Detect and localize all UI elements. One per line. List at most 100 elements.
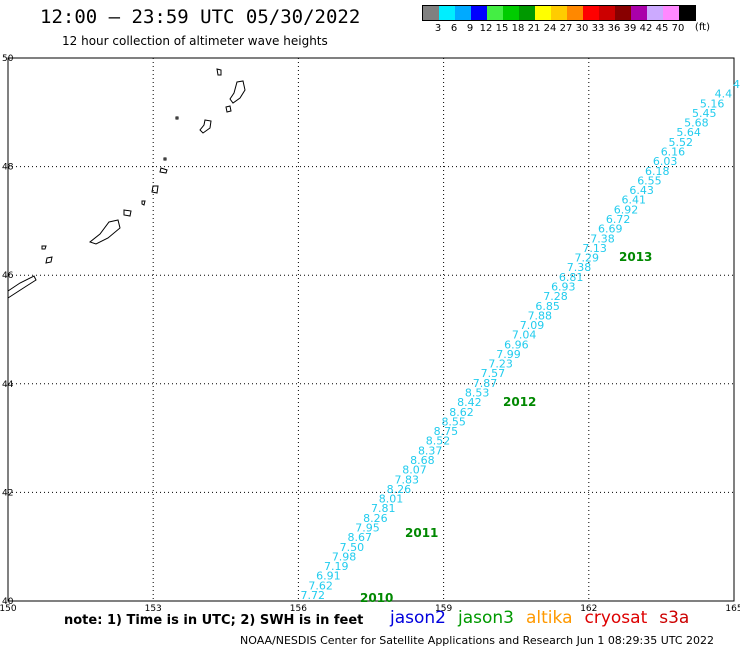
wave-height-value: 8.26 [387, 483, 412, 496]
legend-swatch [439, 6, 455, 20]
legend-labels: 3 6 9 12 15 18 21 24 27 30 33 36 39 42 45 70 [422, 23, 696, 34]
wave-height-value: 6.85 [535, 300, 560, 313]
legend-label: 3 [434, 23, 442, 34]
wave-height-value: 8.75 [434, 425, 459, 438]
lat-label: 48 [2, 163, 14, 173]
lon-label: 165 [725, 604, 740, 614]
wave-height-value: 4.4 [715, 88, 733, 101]
wave-height-value: 7.83 [394, 473, 419, 486]
lon-label: 153 [145, 604, 162, 614]
wave-height-value: 7.38 [567, 261, 592, 274]
wave-height-value: 6.55 [637, 174, 662, 187]
wave-height-value: 8.62 [449, 406, 474, 419]
wave-height-value: 8.01 [379, 493, 404, 506]
legend-swatch [519, 6, 535, 20]
wave-height-value: 7.98 [332, 550, 357, 563]
wave-height-value: 7.38 [590, 232, 615, 245]
legend-swatch [503, 6, 519, 20]
legend-swatches [422, 5, 696, 21]
page-title: 12:00 — 23:59 UTC 05/30/2022 [40, 6, 361, 28]
wave-height-value: 7.09 [520, 319, 545, 332]
track-values: 7.727.626.917.197.987.508.677.958.267.81… [301, 78, 740, 602]
wave-height-value: 8.37 [418, 444, 443, 457]
legend-label: 70 [671, 23, 685, 34]
legend-swatch [551, 6, 567, 20]
legend-swatch [423, 6, 439, 20]
legend-swatch [583, 6, 599, 20]
legend-label: 6 [450, 23, 458, 34]
wave-height-value: 5.16 [700, 97, 725, 110]
wave-height-value: 5.64 [676, 126, 701, 139]
wave-height-value: 8.52 [426, 435, 451, 448]
wave-height-value: 7.04 [512, 329, 537, 342]
page-subtitle: 12 hour collection of altimeter wave hei… [62, 34, 328, 48]
wave-height-value: 7.28 [543, 290, 568, 303]
wave-height-value: 5.45 [692, 107, 717, 120]
wave-height-value: 8.67 [347, 531, 372, 544]
wave-height-value: 6.69 [598, 223, 623, 236]
wave-height-value: 6.41 [622, 194, 647, 207]
legend-label: 24 [543, 23, 557, 34]
lon-label: 156 [290, 604, 307, 614]
time-label: 2011 [405, 526, 438, 540]
wave-height-value: 7.50 [340, 541, 365, 554]
wave-height-value: 8.26 [363, 512, 388, 525]
legend-label: 39 [623, 23, 637, 34]
legend-label: 21 [527, 23, 541, 34]
wave-height-value: 6.96 [504, 338, 529, 351]
wave-height-value: 6.18 [645, 165, 670, 178]
wave-height-value: 7.87 [473, 377, 498, 390]
time-label: 2013 [619, 250, 652, 264]
coastline [7, 57, 270, 299]
mission-legend: jason2 jason3 altika cryosat s3a [390, 608, 701, 628]
legend-label: 12 [479, 23, 493, 34]
wave-height-value: 8.68 [410, 454, 435, 467]
map-frame [7, 57, 735, 602]
legend-label: 42 [639, 23, 653, 34]
mission-jason3: jason3 [458, 608, 514, 628]
wave-height-value: 4 [733, 78, 740, 91]
lat-label: 42 [2, 488, 13, 498]
wave-height-value: 7.23 [488, 358, 513, 371]
lat-label: 44 [2, 380, 14, 390]
wave-height-value: 5.68 [684, 117, 709, 130]
legend-label: 30 [575, 23, 589, 34]
mission-s3a: s3a [659, 608, 690, 628]
wave-height-value: 6.72 [606, 213, 631, 226]
time-label: 2012 [503, 395, 536, 409]
wave-height-value: 7.13 [582, 242, 607, 255]
legend-label: 45 [655, 23, 669, 34]
legend-swatch [567, 6, 583, 20]
mission-jason2: jason2 [390, 608, 446, 628]
legend-swatch [679, 6, 695, 20]
axis-labels: 150 153 156 159 162 165 50 48 46 44 42 40 [0, 54, 740, 614]
wave-height-value: 8.42 [457, 396, 482, 409]
footnote: note: 1) Time is in UTC; 2) SWH is in fe… [64, 613, 364, 628]
legend-units: (ft) [694, 22, 710, 33]
wave-height-value: 7.19 [324, 560, 349, 573]
wave-height-value: 5.52 [669, 136, 694, 149]
legend-swatch [487, 6, 503, 20]
wave-height-value: 7.62 [308, 579, 333, 592]
lat-label: 50 [2, 54, 14, 64]
wave-height-value: 7.95 [355, 522, 380, 535]
wave-height-value: 8.55 [441, 415, 466, 428]
wave-height-value: 7.99 [496, 348, 521, 361]
legend-swatch [471, 6, 487, 20]
wave-height-value: 6.92 [614, 203, 639, 216]
time-label: 2010 [360, 591, 393, 605]
legend-label: 36 [607, 23, 621, 34]
wave-height-value: 6.43 [629, 184, 654, 197]
legend-swatch [631, 6, 647, 20]
mission-altika: altika [526, 608, 573, 628]
wave-height-value: 7.57 [481, 367, 506, 380]
time-labels: 2010 2011 2012 2013 [360, 250, 652, 605]
legend-label: 15 [495, 23, 509, 34]
legend-swatch [663, 6, 679, 20]
legend-label: 9 [466, 23, 474, 34]
legend-swatch [647, 6, 663, 20]
credit-line: NOAA/NESDIS Center for Satellite Applica… [240, 634, 715, 647]
legend-swatch [535, 6, 551, 20]
wave-height-value: 7.72 [301, 589, 326, 602]
wave-height-value: 6.81 [559, 271, 584, 284]
